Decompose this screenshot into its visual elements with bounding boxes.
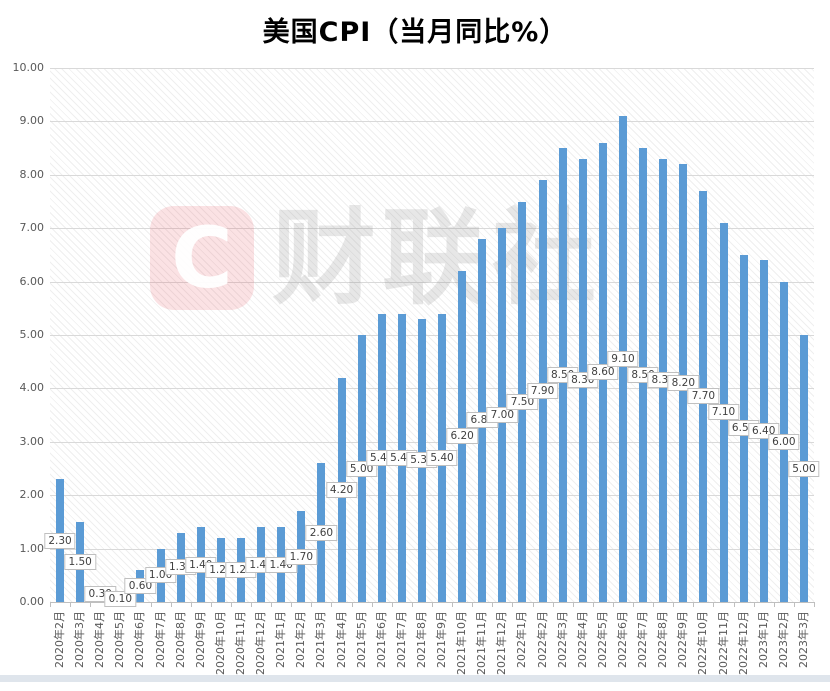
y-tick-label: 1.00 — [19, 541, 45, 555]
x-axis-tick — [311, 602, 313, 607]
data-label: 7.00 — [486, 407, 519, 424]
x-axis-tick — [150, 602, 152, 607]
x-axis-tick — [432, 602, 433, 607]
x-axis-tick — [452, 602, 454, 607]
x-axis-tick — [673, 602, 675, 607]
y-gridline — [50, 121, 814, 123]
x-axis-tick — [291, 602, 293, 607]
data-label: 5.40 — [426, 449, 458, 466]
x-axis-tick — [411, 602, 413, 607]
x-axis-tick — [251, 602, 253, 607]
data-label: 9.10 — [607, 351, 639, 368]
data-label: 2.30 — [44, 532, 76, 549]
x-axis-tick — [592, 602, 594, 607]
data-label: 5.00 — [788, 460, 820, 477]
x-axis-tick — [633, 602, 635, 607]
x-axis-tick — [814, 602, 815, 607]
y-tick-label: 6.00 — [19, 274, 45, 288]
bottom-strip — [0, 675, 830, 682]
data-label: 1.20 — [225, 561, 257, 578]
x-axis-tick — [50, 602, 51, 607]
data-label: 1.70 — [285, 548, 318, 565]
x-axis-tick — [773, 602, 775, 607]
data-label: 1.50 — [64, 553, 96, 570]
x-axis-tick — [532, 602, 534, 607]
x-axis-tick — [170, 602, 172, 607]
y-tick-label: 2.00 — [19, 488, 45, 502]
x-axis-tick — [492, 602, 494, 607]
x-axis-tick — [371, 602, 373, 607]
y-tick-label: 9.00 — [19, 114, 45, 128]
x-axis-tick — [190, 602, 192, 607]
y-gridline — [50, 68, 814, 69]
x-axis-tick — [733, 602, 735, 607]
y-tick-label: 5.00 — [19, 328, 45, 341]
x-axis-tick — [271, 602, 273, 607]
x-axis-tick — [713, 602, 715, 607]
y-gridline — [50, 174, 814, 176]
data-label: 6.20 — [446, 428, 478, 445]
data-label: 8.20 — [667, 375, 700, 392]
x-axis-tick — [472, 602, 474, 607]
y-tick-label: 10.00 — [12, 61, 45, 74]
data-label: 6.00 — [768, 433, 800, 450]
y-tick-label: 4.00 — [19, 381, 45, 395]
x-axis-tick — [552, 602, 554, 607]
x-axis-tick — [653, 602, 655, 607]
y-gridline — [50, 441, 814, 443]
data-label: 8.60 — [587, 364, 619, 381]
x-axis-tick — [753, 602, 755, 607]
y-gridline — [50, 335, 814, 336]
y-gridline — [50, 228, 814, 230]
x-axis-tick — [230, 602, 232, 607]
x-axis-tick — [90, 602, 92, 607]
y-tick-label: 0.00 — [19, 595, 45, 608]
y-tick-label: 3.00 — [19, 434, 45, 448]
y-tick-label: 8.00 — [19, 167, 45, 181]
y-gridline — [50, 548, 814, 550]
data-label: 7.90 — [526, 383, 559, 400]
data-label: 2.60 — [305, 524, 338, 541]
y-tick-label: 7.00 — [19, 221, 45, 235]
x-axis-tick — [572, 602, 574, 607]
x-axis-tick — [512, 602, 514, 607]
x-axis-tick — [391, 602, 393, 607]
data-label: 7.10 — [707, 404, 740, 421]
data-label: 4.20 — [325, 481, 358, 498]
data-label: 0.10 — [104, 591, 137, 608]
x-axis-tick — [70, 602, 72, 607]
x-axis-tick — [351, 602, 353, 607]
x-axis-tick — [331, 602, 333, 607]
x-axis-tick — [210, 602, 212, 607]
y-gridline — [50, 388, 814, 390]
y-gridline — [50, 495, 814, 497]
x-axis-tick — [693, 602, 695, 607]
x-axis-tick — [612, 602, 614, 607]
x-axis-tick — [793, 602, 795, 607]
chart-title: 美国CPI（当月同比%） — [262, 17, 568, 48]
y-gridline — [50, 281, 814, 283]
data-label: 7.70 — [687, 388, 720, 405]
